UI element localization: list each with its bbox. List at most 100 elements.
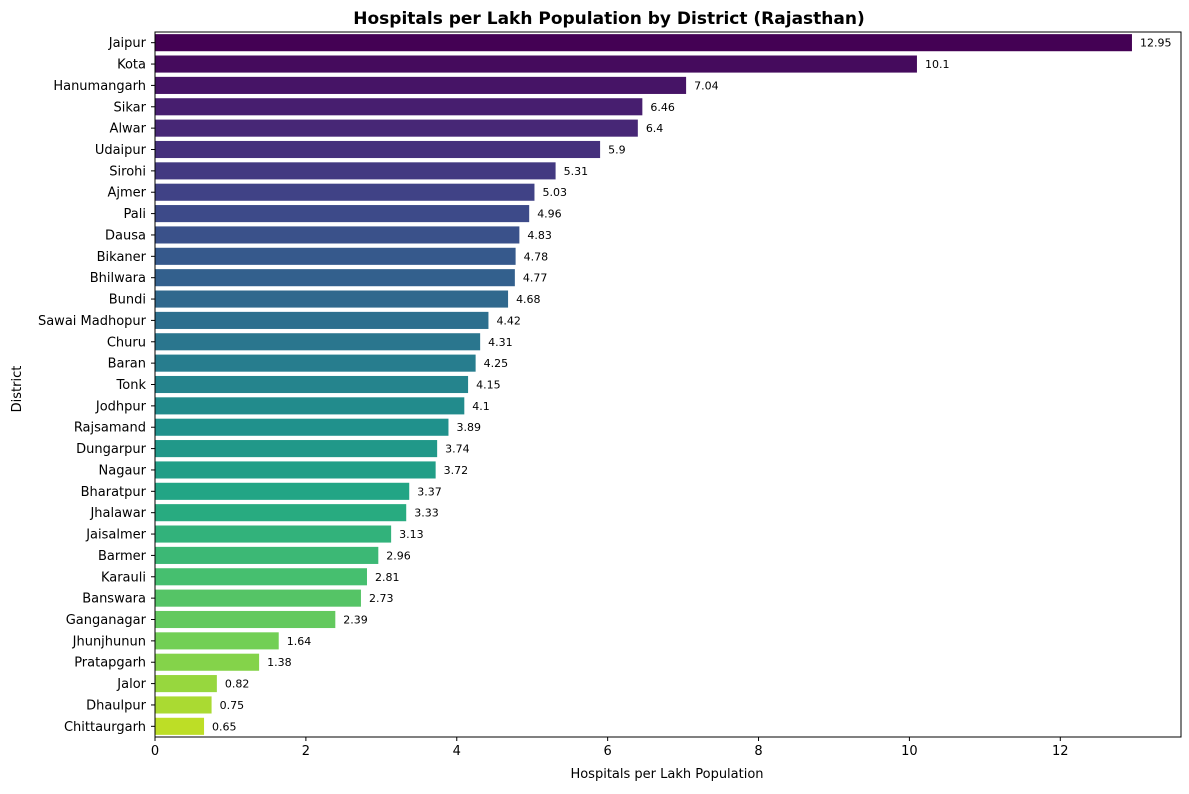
y-tick-label: Churu — [107, 335, 146, 350]
plot-frame — [154, 31, 1182, 738]
bar-rajsamand — [155, 418, 449, 436]
bar-dausa — [155, 226, 520, 244]
bar-ajmer — [155, 183, 535, 201]
bar-churu — [155, 333, 481, 351]
bar-hanumangarh — [155, 76, 687, 94]
value-label: 4.77 — [523, 272, 548, 285]
y-tick-label: Ajmer — [107, 186, 146, 201]
bars-layer — [155, 34, 1132, 735]
value-label: 2.39 — [343, 614, 368, 627]
y-tick-label: Bharatpur — [81, 485, 147, 500]
bar-sawai-madhopur — [155, 311, 489, 329]
bar-alwar — [155, 119, 638, 137]
bar-bundi — [155, 290, 509, 308]
bar-bhilwara — [155, 269, 515, 287]
bar-karauli — [155, 568, 367, 586]
value-label: 5.03 — [542, 186, 567, 199]
value-label: 5.9 — [608, 144, 626, 157]
bar-kota — [155, 55, 917, 73]
value-label: 3.74 — [445, 443, 470, 456]
bar-bharatpur — [155, 482, 410, 500]
y-axis-title: District — [10, 366, 25, 413]
bar-jodhpur — [155, 397, 465, 415]
y-tick-label: Barmer — [98, 549, 147, 564]
value-label: 6.4 — [646, 122, 664, 135]
x-axis-title: Hospitals per Lakh Population — [570, 767, 763, 782]
y-tick-label: Jalor — [116, 677, 146, 692]
bar-pratapgarh — [155, 653, 260, 671]
bar-dhaulpur — [155, 696, 212, 714]
bar-jhalawar — [155, 504, 407, 522]
bar-sirohi — [155, 162, 556, 180]
value-label: 3.13 — [399, 528, 424, 541]
value-label: 3.37 — [417, 485, 442, 498]
x-tick-label: 2 — [302, 744, 310, 759]
y-tick-label: Rajsamand — [74, 421, 146, 436]
value-label: 4.68 — [516, 293, 541, 306]
value-label: 5.31 — [564, 165, 589, 178]
y-tick-label: Sirohi — [109, 164, 146, 179]
y-tick-label: Banswara — [82, 592, 146, 607]
value-label: 6.46 — [650, 101, 675, 114]
value-label: 4.42 — [496, 314, 521, 327]
y-tick-label: Pali — [124, 207, 146, 222]
value-label: 1.38 — [267, 656, 292, 669]
x-axis: 0 2 4 6 8 10 12 — [151, 737, 1069, 759]
y-tick-label: Dungarpur — [76, 442, 147, 457]
y-tick-label: Jaisalmer — [85, 528, 146, 543]
x-tick-label: 6 — [604, 744, 612, 759]
y-tick-label: Hanumangarh — [53, 79, 146, 94]
bar-jalor — [155, 675, 217, 693]
value-label: 4.15 — [476, 379, 501, 392]
value-label: 0.65 — [212, 720, 237, 733]
value-label: 3.72 — [444, 464, 469, 477]
y-tick-label: Jhalawar — [89, 506, 146, 521]
y-tick-label: Jaipur — [108, 36, 147, 51]
value-label: 4.78 — [524, 250, 549, 263]
value-label: 3.33 — [414, 507, 439, 520]
value-label: 0.75 — [220, 699, 245, 712]
y-tick-label: Bundi — [109, 293, 146, 308]
y-tick-label: Jhunjhunun — [72, 634, 146, 649]
x-tick-label: 8 — [754, 744, 762, 759]
y-tick-label: Jodhpur — [95, 399, 147, 414]
bar-bikaner — [155, 247, 516, 265]
y-axis: Jaipur Kota Hanumangarh Sikar Alwar Udaipur Si… — [38, 36, 155, 735]
value-label: 3.89 — [456, 421, 481, 434]
y-tick-label: Sikar — [114, 100, 147, 115]
y-tick-label: Dhaulpur — [86, 698, 147, 713]
value-label: 10.1 — [925, 58, 950, 71]
bar-jhunjhunun — [155, 632, 279, 650]
y-tick-label: Kota — [117, 58, 146, 73]
bar-tonk — [155, 375, 469, 394]
bar-udaipur — [155, 140, 601, 159]
y-tick-label: Bhilwara — [90, 271, 146, 286]
x-tick-label: 0 — [151, 744, 159, 759]
bar-nagaur — [155, 461, 436, 479]
y-tick-label: Udaipur — [95, 143, 147, 158]
y-tick-label: Sawai Madhopur — [38, 314, 147, 329]
x-tick-label: 10 — [901, 744, 918, 759]
y-tick-label: Bikaner — [97, 250, 147, 265]
value-label: 2.73 — [369, 592, 394, 605]
value-label: 12.95 — [1140, 37, 1172, 50]
bar-ganganagar — [155, 610, 336, 629]
bar-jaipur — [155, 34, 1132, 52]
value-label: 4.25 — [484, 357, 509, 370]
y-tick-label: Tonk — [116, 378, 147, 393]
bar-chittaurgarh — [155, 717, 205, 735]
x-tick-label: 12 — [1052, 744, 1069, 759]
bar-sikar — [155, 98, 643, 116]
value-label: 2.96 — [386, 549, 411, 562]
y-tick-label: Baran — [108, 357, 146, 372]
value-label: 7.04 — [694, 79, 719, 92]
x-tick-label: 4 — [453, 744, 461, 759]
value-label: 4.1 — [472, 400, 490, 413]
bar-jaisalmer — [155, 525, 392, 543]
value-label: 1.64 — [287, 635, 312, 648]
value-label: 0.82 — [225, 678, 250, 691]
value-labels-layer: 12.95 10.1 7.04 6.46 6.4 5.9 5.31 5.03 4.96 4.83 4… — [212, 37, 1171, 734]
y-tick-label: Nagaur — [99, 463, 147, 478]
